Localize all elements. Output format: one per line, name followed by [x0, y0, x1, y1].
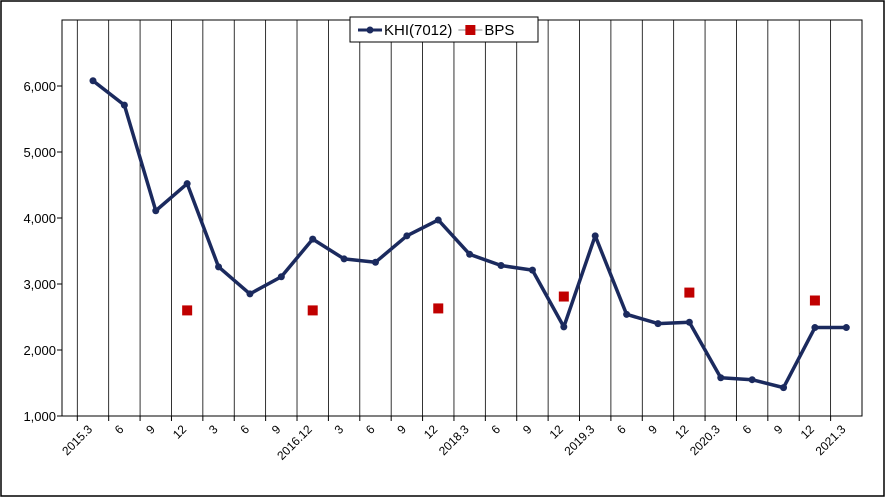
line-point: [717, 374, 725, 382]
line-point: [654, 320, 662, 328]
line-point: [842, 324, 850, 332]
line-point: [623, 310, 631, 318]
y-tick-label: 3,000: [23, 277, 56, 292]
y-tick-label: 2,000: [23, 343, 56, 358]
line-point: [277, 273, 285, 281]
line-point: [780, 384, 788, 392]
legend-label: KHI(7012): [384, 22, 452, 39]
line-point: [466, 250, 474, 258]
bps-point: [558, 291, 569, 302]
line-point: [685, 318, 693, 326]
line-point: [246, 290, 254, 298]
legend-label: BPS: [484, 22, 514, 39]
line-point: [497, 262, 505, 270]
bps-point: [433, 303, 444, 314]
legend-point: [366, 26, 374, 34]
line-point: [811, 324, 819, 332]
y-tick-label: 1,000: [23, 409, 56, 424]
y-tick-label: 6,000: [23, 79, 56, 94]
y-tick-label: 4,000: [23, 211, 56, 226]
line-point: [89, 77, 97, 85]
line-point: [371, 258, 379, 266]
bps-point: [684, 287, 695, 298]
line-point: [309, 235, 317, 243]
bps-point: [809, 295, 820, 306]
bps-point: [182, 305, 193, 316]
bps-point: [307, 305, 318, 316]
line-point: [183, 180, 191, 188]
line-point: [215, 263, 223, 271]
line-point: [340, 255, 348, 263]
line-point: [152, 207, 160, 215]
line-point: [120, 101, 128, 109]
line-point: [748, 376, 756, 384]
y-tick-label: 5,000: [23, 145, 56, 160]
line-point: [528, 266, 536, 274]
line-point: [403, 232, 411, 240]
line-point: [591, 232, 599, 240]
legend-point: [465, 25, 476, 35]
line-point: [560, 323, 568, 331]
plot-area: [61, 19, 863, 417]
line-point: [434, 216, 442, 224]
